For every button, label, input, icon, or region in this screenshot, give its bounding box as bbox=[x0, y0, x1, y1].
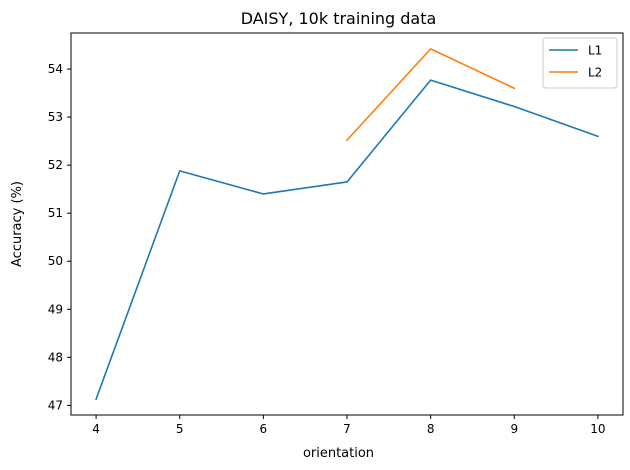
x-tick-label: 9 bbox=[510, 422, 518, 436]
y-tick-label: 47 bbox=[48, 398, 63, 412]
y-axis-ticks: 47 48 49 50 51 52 53 54 bbox=[48, 62, 71, 412]
y-tick-label: 52 bbox=[48, 158, 63, 172]
y-tick-label: 53 bbox=[48, 110, 63, 124]
series-line-l1 bbox=[95, 79, 599, 401]
x-tick-label: 7 bbox=[343, 422, 351, 436]
x-tick-label: 6 bbox=[260, 422, 268, 436]
y-axis-label: Accuracy (%) bbox=[10, 181, 25, 267]
x-tick-label: 8 bbox=[427, 422, 435, 436]
y-tick-label: 50 bbox=[48, 254, 63, 268]
legend: L1 L2 bbox=[542, 37, 618, 89]
series-layer bbox=[95, 48, 599, 401]
y-tick-label: 51 bbox=[48, 206, 63, 220]
x-axis-ticks: 4 5 6 7 8 9 10 bbox=[92, 415, 606, 436]
chart-title: DAISY, 10k training data bbox=[241, 9, 437, 28]
legend-label-l1: L1 bbox=[588, 44, 602, 58]
legend-box bbox=[542, 37, 618, 89]
series-line-l2 bbox=[345, 48, 516, 142]
x-axis-label: orientation bbox=[303, 446, 374, 461]
x-tick-label: 5 bbox=[176, 422, 184, 436]
plot-area bbox=[70, 32, 624, 416]
legend-label-l2: L2 bbox=[588, 66, 602, 80]
x-tick-label: 10 bbox=[590, 422, 605, 436]
x-tick-label: 4 bbox=[92, 422, 100, 436]
y-tick-label: 48 bbox=[48, 350, 63, 364]
y-tick-label: 49 bbox=[48, 302, 63, 316]
y-tick-label: 54 bbox=[48, 62, 63, 76]
